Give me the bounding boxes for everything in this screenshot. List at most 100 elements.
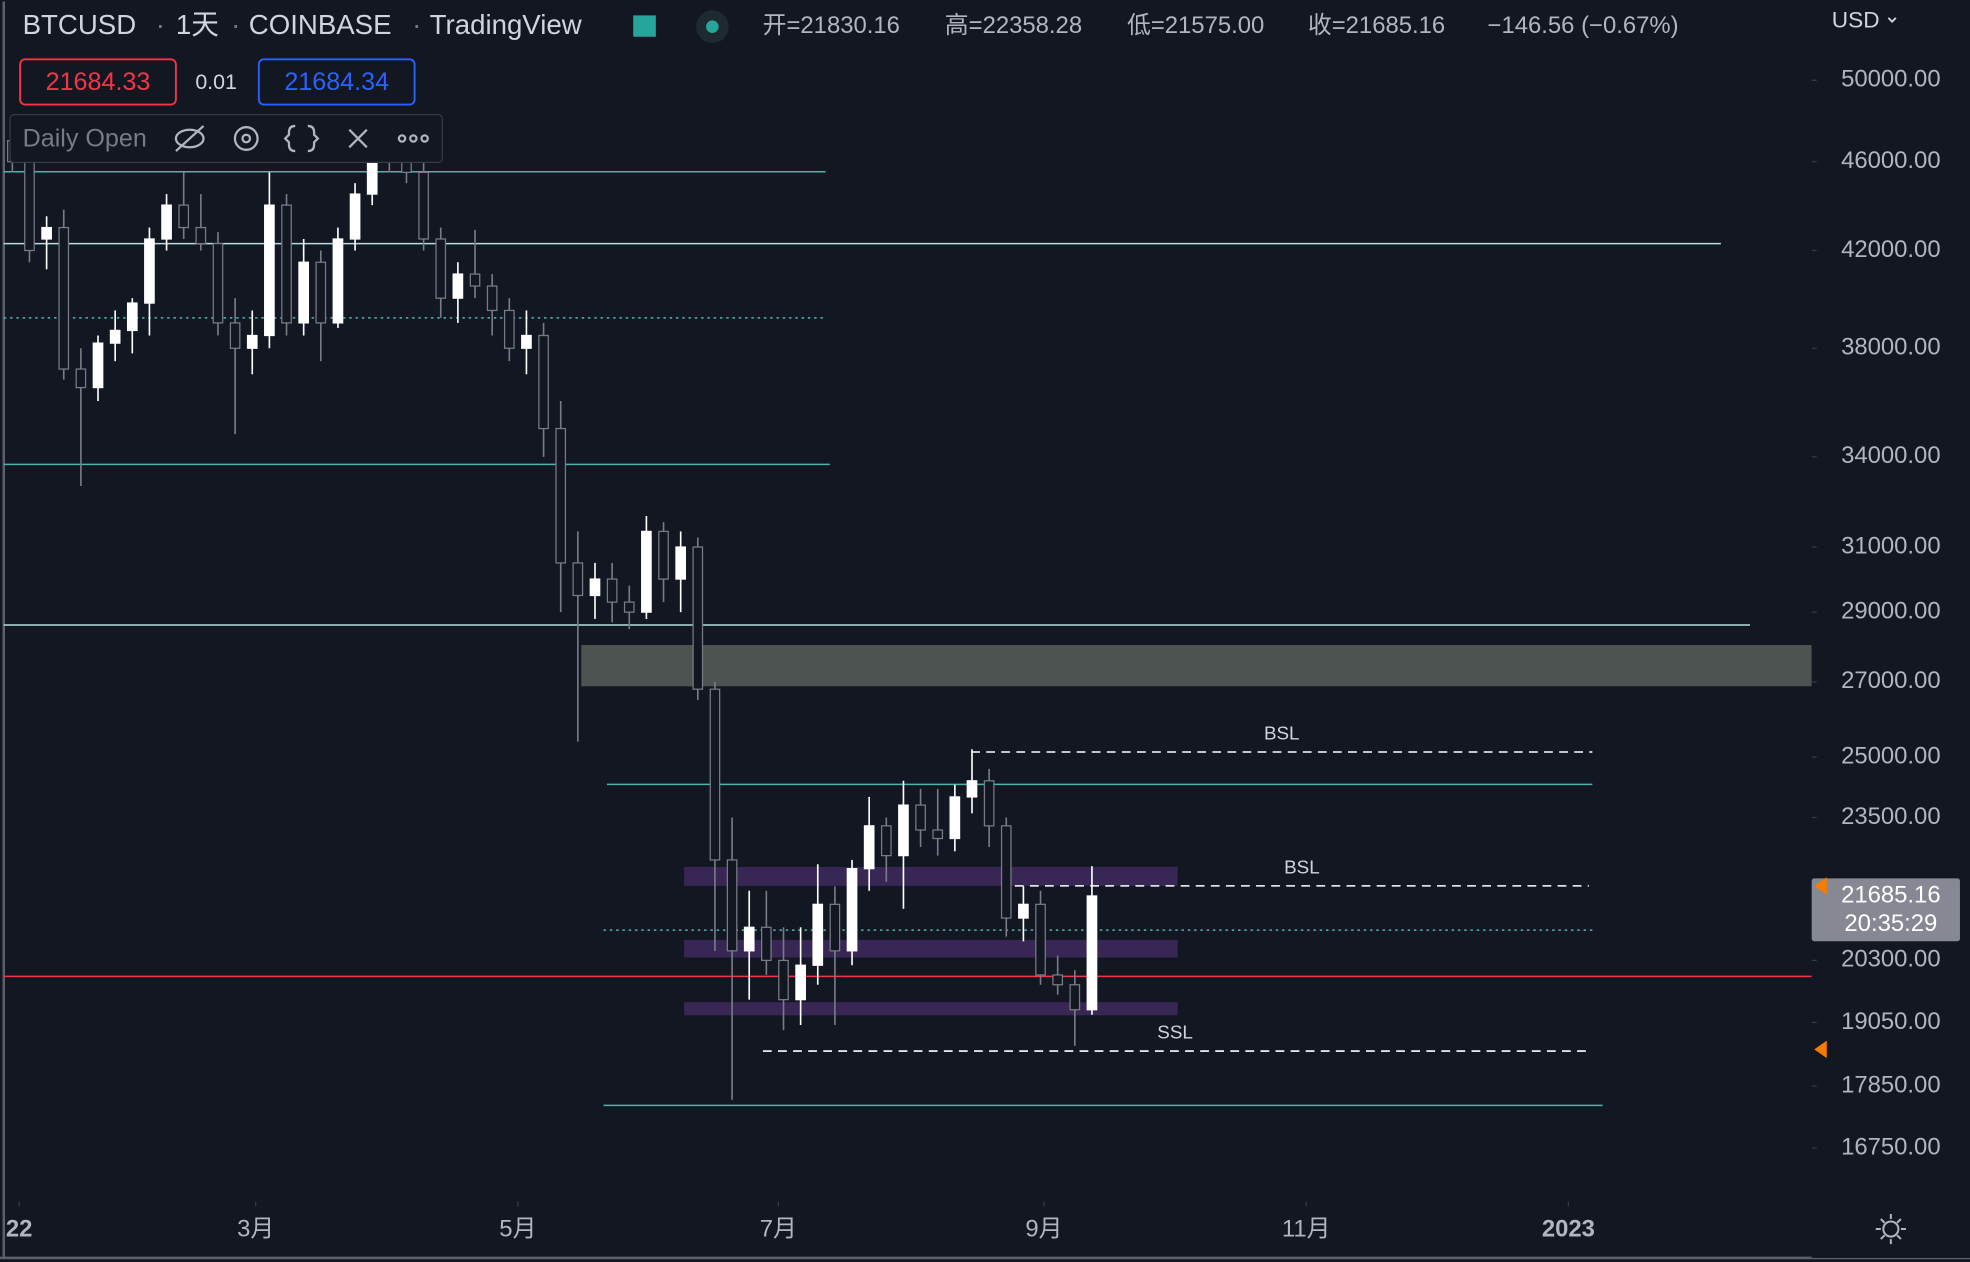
alert-marker — [1814, 877, 1827, 895]
candle-body — [1086, 895, 1098, 1011]
candle-body — [435, 238, 447, 299]
y-tick-label: 31000.00 — [1841, 532, 1941, 559]
candle-body — [675, 546, 687, 580]
y-tick-label: 17850.00 — [1841, 1071, 1941, 1098]
candle-body — [418, 171, 429, 240]
candle-body — [983, 780, 995, 827]
y-tick-label: 20300.00 — [1841, 946, 1941, 973]
candle-body — [692, 546, 704, 690]
y-tick-label: 42000.00 — [1841, 236, 1941, 263]
candle-body — [812, 903, 824, 966]
candle-body — [281, 204, 292, 324]
symbol[interactable]: BTCUSD — [23, 9, 137, 40]
settings-sun[interactable] — [1882, 1220, 1900, 1238]
candle-body — [41, 226, 52, 240]
ohlc-open: 开=21830.16 — [763, 12, 900, 39]
candle-body — [761, 926, 772, 962]
x-tick-label: 3月 — [237, 1216, 274, 1243]
currency[interactable]: USD — [1832, 8, 1880, 33]
y-tick-label: 50000.00 — [1841, 66, 1941, 93]
candle-body — [898, 804, 909, 857]
hide-icon[interactable] — [174, 128, 205, 149]
source-icon[interactable] — [283, 124, 320, 153]
candle-body — [75, 368, 87, 389]
x-tick-label: 22 — [6, 1216, 33, 1243]
buy-price[interactable]: 21684.34 — [284, 68, 389, 96]
x-tick-label: 11月 — [1282, 1216, 1331, 1243]
candle-body — [1000, 825, 1012, 919]
x-tick-label: 7月 — [760, 1216, 797, 1243]
spread: 0.01 — [195, 70, 237, 94]
zone — [684, 939, 1178, 958]
last-price: 21685.16 — [1841, 881, 1941, 908]
candle-body — [915, 804, 926, 831]
ohlc-high: 高=22358.28 — [945, 12, 1082, 39]
settings-icon-core — [241, 133, 252, 144]
candle-body — [486, 285, 498, 312]
sell-box[interactable] — [19, 58, 177, 106]
candle-body — [469, 273, 481, 287]
zone — [581, 645, 1812, 687]
candle-body — [452, 273, 464, 299]
level-label: BSL — [1264, 722, 1300, 743]
candle-body — [846, 868, 858, 952]
candle-body — [1069, 984, 1081, 1011]
candle-body — [932, 829, 944, 840]
candle-body — [126, 302, 138, 332]
indicator-name[interactable]: Daily Open — [23, 124, 147, 152]
y-tick-label: 34000.00 — [1841, 442, 1941, 469]
hide-icon-slash — [175, 125, 205, 152]
y-tick-label: 46000.00 — [1841, 147, 1941, 174]
zone — [684, 866, 1178, 886]
candle-body — [1052, 974, 1064, 986]
candle-body — [349, 193, 361, 240]
exchange: COINBASE — [249, 9, 392, 40]
header: BTCUSD 1天 COINBASE TradingView · · · — [23, 9, 729, 44]
remove-icon[interactable] — [348, 128, 368, 149]
candle-body — [212, 242, 224, 324]
candle-body — [949, 796, 961, 840]
candle-body — [709, 688, 721, 861]
candle-body — [92, 342, 104, 389]
candle-body — [966, 780, 978, 798]
y-tick-label: 23500.00 — [1841, 803, 1941, 830]
candle-body — [778, 959, 789, 1001]
candle-body — [606, 578, 618, 603]
status-dot — [706, 20, 719, 33]
candle-body — [572, 562, 584, 597]
candle-body — [401, 161, 412, 174]
more-icon-dot — [409, 134, 418, 143]
alert-marker — [1814, 1040, 1827, 1059]
interval[interactable]: 1天 — [176, 9, 219, 40]
ohlc-low: 低=21575.00 — [1127, 12, 1264, 39]
x-tick-label: 5月 — [499, 1216, 536, 1243]
separator: · — [156, 9, 165, 40]
price-axis-bg — [1811, 1, 1970, 1258]
candle-body — [58, 226, 70, 370]
level-label: SSL — [1157, 1021, 1193, 1042]
currency-caret — [1887, 17, 1897, 23]
y-tick-label: 25000.00 — [1841, 742, 1941, 769]
candle-body — [1035, 903, 1046, 976]
candle-body — [229, 322, 241, 349]
x-tick-label: 2023 — [1542, 1216, 1595, 1243]
candle-body — [315, 261, 327, 324]
candle-body — [658, 530, 669, 580]
change: −146.56 (−0.67%) — [1488, 12, 1679, 39]
sell-price[interactable]: 21684.33 — [46, 68, 151, 96]
more-icon[interactable] — [397, 134, 407, 143]
buy-box[interactable] — [257, 58, 416, 106]
level-label: BSL — [1284, 856, 1320, 877]
candle-body — [161, 204, 172, 240]
settings-icon[interactable] — [233, 126, 259, 151]
y-tick-label: 27000.00 — [1841, 667, 1941, 694]
candle-body — [623, 601, 635, 613]
market-status — [633, 15, 656, 37]
separator: · — [412, 9, 421, 40]
candle-body — [880, 825, 892, 857]
indicator-bar — [9, 114, 443, 163]
ohlc-close: 收=21685.16 — [1308, 12, 1445, 39]
plot: BSL BSL SSL 50000.00 46000.00 42000.00 38000.0… — [3, 1, 1970, 1258]
